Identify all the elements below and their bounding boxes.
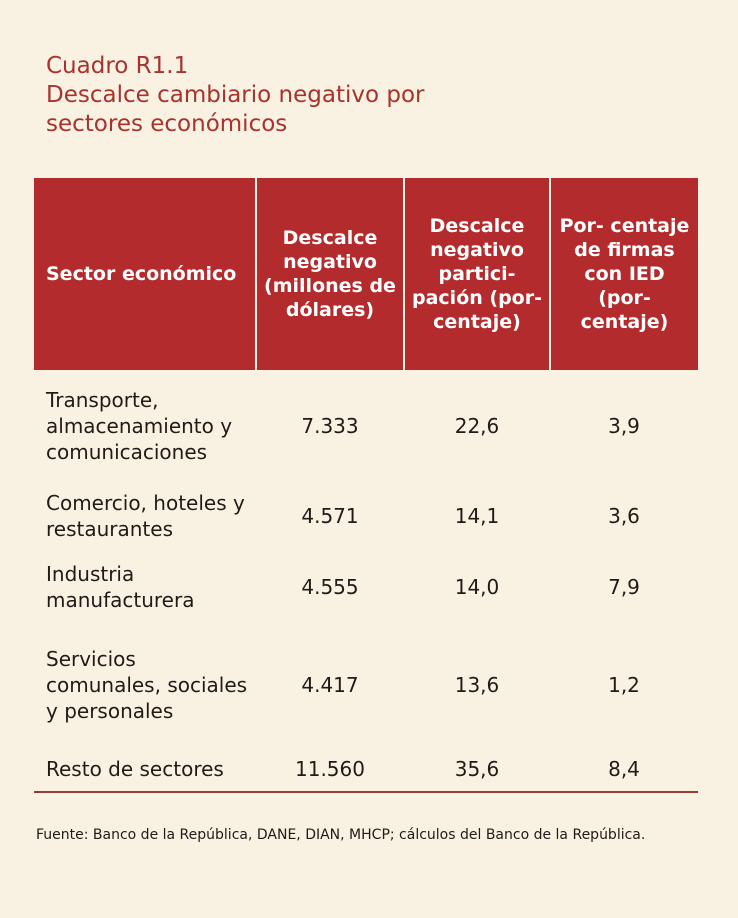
value-cell: 7,9 — [608, 575, 640, 599]
sector-cell: Resto de sectores — [34, 746, 256, 793]
table-row: Industria manufacturera 4.555 14,0 7,9 — [34, 550, 698, 624]
value-cell: 1,2 — [608, 673, 640, 697]
sector-cell: Servicios comunales, sociales y personal… — [46, 647, 248, 723]
value-cell: 14,0 — [454, 575, 500, 599]
table-title: Descalce cambiario negativo por sectores… — [46, 82, 425, 137]
sector-cell: Transporte, almacenamiento y comunicacio… — [46, 388, 233, 464]
value-cell: 3,9 — [608, 414, 640, 438]
header-firmas-ied: Por- centaje de firmas con IED (por- cen… — [549, 178, 698, 370]
value-cell: 3,6 — [608, 504, 640, 528]
value-cell: 22,6 — [454, 414, 500, 438]
table-number: Cuadro R1.1 — [46, 53, 189, 79]
value-cell: 4.571 — [301, 504, 359, 528]
sector-cell: Industria manufacturera — [46, 562, 195, 612]
value-cell: 7.333 — [301, 414, 359, 438]
table-row: Resto de sectores 11.560 35,6 8,4 — [34, 746, 698, 793]
header-descalce-participacion: Descalce negativo partici- pación (por- … — [403, 178, 550, 370]
source-note: Fuente: Banco de la República, DANE, DIA… — [36, 827, 646, 843]
caption-block: Cuadro R1.1 Descalce cambiario negativo … — [46, 52, 476, 139]
header-row: Sector económico Descalce negativo (mill… — [34, 178, 698, 370]
table-row: Transporte, almacenamiento y comunicacio… — [34, 370, 698, 482]
value-cell: 8,4 — [550, 746, 698, 793]
value-cell: 4.555 — [301, 575, 359, 599]
header-sector: Sector económico — [34, 178, 256, 370]
header-descalce-millones: Descalce negativo (millones de dólares) — [255, 178, 404, 370]
data-table: Sector económico Descalce negativo (mill… — [34, 178, 698, 793]
table-row: Comercio, hoteles y restaurantes 4.571 1… — [34, 482, 698, 550]
value-cell: 35,6 — [404, 746, 550, 793]
value-cell: 11.560 — [256, 746, 404, 793]
sector-cell: Comercio, hoteles y restaurantes — [46, 491, 245, 541]
table-row: Servicios comunales, sociales y personal… — [34, 624, 698, 746]
value-cell: 14,1 — [454, 504, 500, 528]
value-cell: 13,6 — [454, 673, 500, 697]
value-cell: 4.417 — [301, 673, 359, 697]
